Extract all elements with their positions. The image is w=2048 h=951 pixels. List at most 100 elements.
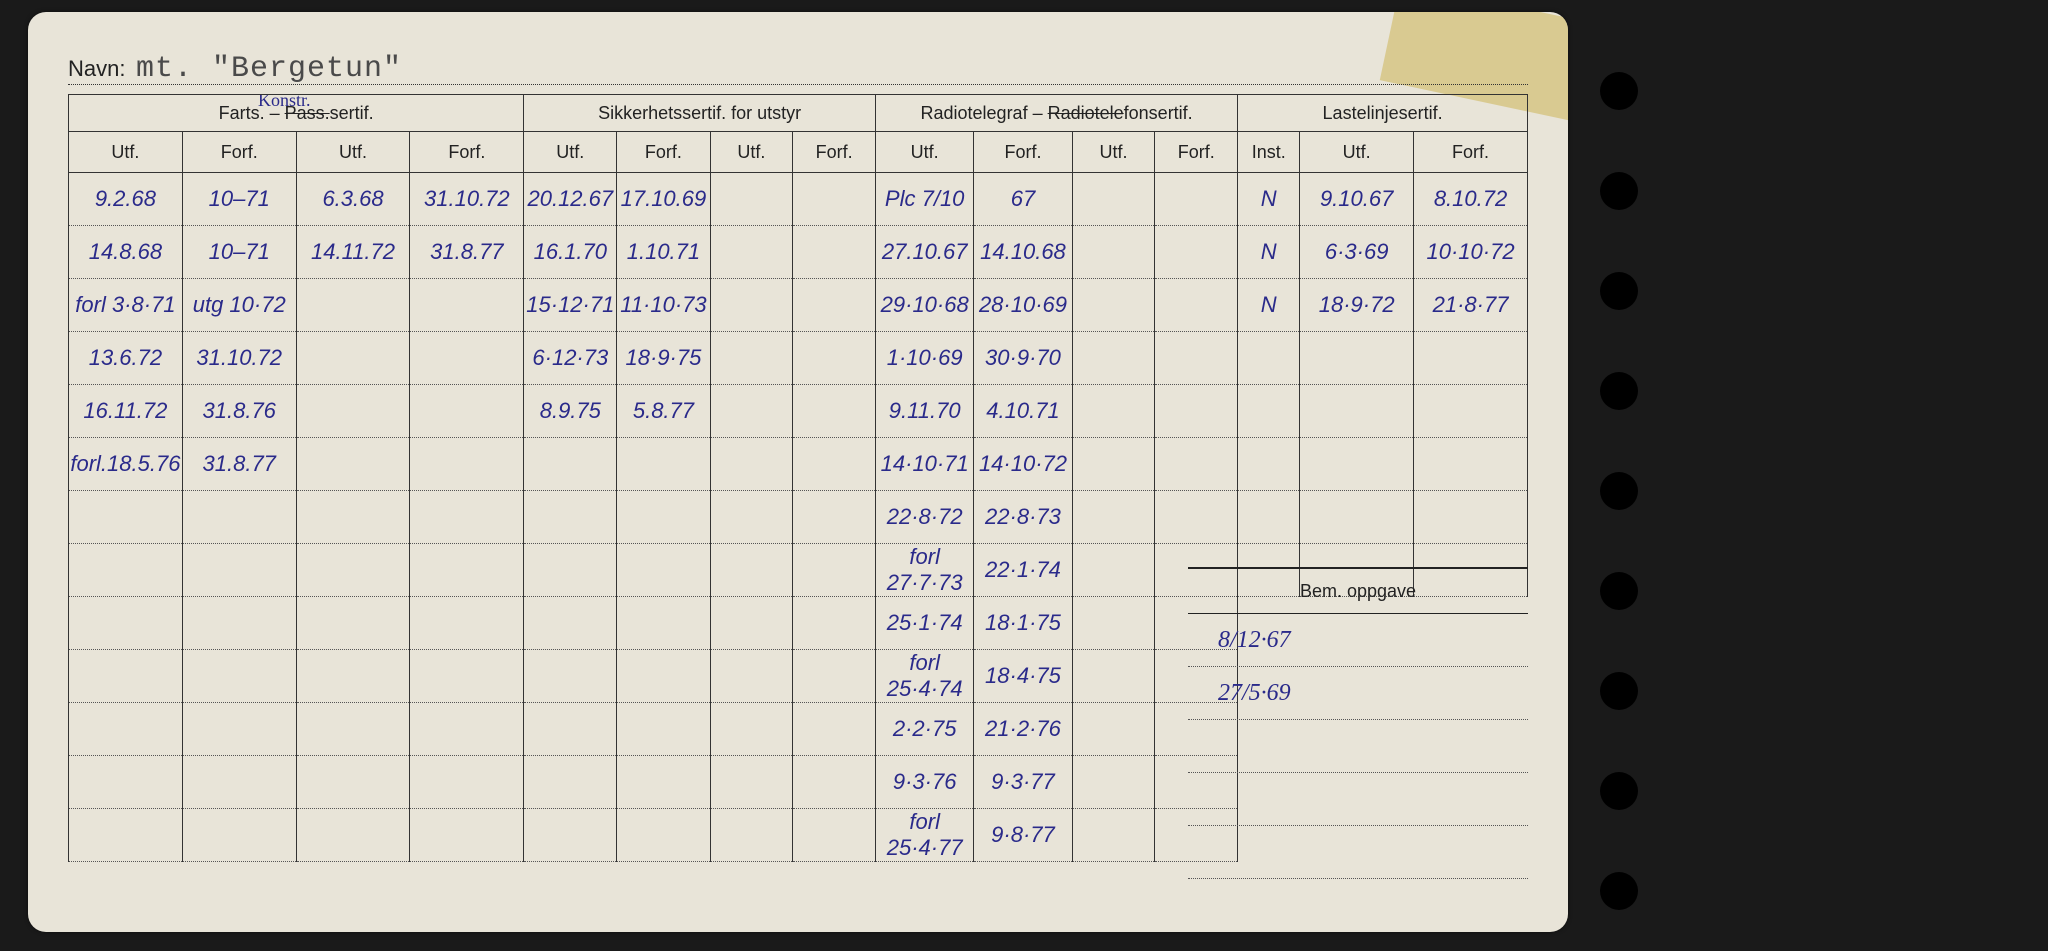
cell: 14·10·71 [876,438,974,491]
binder-holes [1590,12,1650,932]
cell: 10·10·72 [1414,226,1528,279]
cell [617,703,710,756]
cell [69,650,183,703]
cell [296,491,410,544]
cell: 31.8.77 [410,226,524,279]
column-header: Utf. [876,132,974,173]
cell [710,544,793,597]
bem-row [1188,773,1528,826]
table-row: 22·8·7222·8·73 [69,491,1528,544]
bem-row [1188,720,1528,773]
cell: 16.11.72 [69,385,183,438]
cell: N [1238,226,1300,279]
cell: 67 [974,173,1072,226]
cell [1414,332,1528,385]
cell [296,544,410,597]
name-label: Navn: [68,56,125,82]
cell: N [1238,173,1300,226]
bem-header: Bem. oppgave [1188,567,1528,614]
cell [410,279,524,332]
binder-hole [1600,72,1638,110]
cell [69,597,183,650]
cell: Plc 7/10 [876,173,974,226]
cell [182,756,296,809]
cell [1155,332,1238,385]
cell [1072,385,1155,438]
cell: 14.10.68 [974,226,1072,279]
name-value: mt. "Bergetun" [136,52,402,86]
cell: 11·10·73 [617,279,710,332]
cell [410,491,524,544]
cell [1155,385,1238,438]
cell [710,703,793,756]
cell [793,173,876,226]
cell: 9·3·76 [876,756,974,809]
cell: 15·12·71 [524,279,617,332]
cell [793,703,876,756]
cell: 8.9.75 [524,385,617,438]
cell [69,809,183,862]
column-header: Utf. [710,132,793,173]
cell: forl 27·7·73 [876,544,974,597]
cell: 21·2·76 [974,703,1072,756]
cell [1300,491,1414,544]
column-header: Inst. [1238,132,1300,173]
cell [1072,809,1155,862]
cell [1072,703,1155,756]
bem-oppgave-box: Bem. oppgave 8/12·6727/5·69 [1188,567,1528,907]
cell [69,703,183,756]
cell: 14·10·72 [974,438,1072,491]
cell: 27.10.67 [876,226,974,279]
cell [410,597,524,650]
cell [793,597,876,650]
cell [1155,173,1238,226]
group-header: Radiotelegraf – Radiotelefonsertif. [876,95,1238,132]
cell [296,756,410,809]
cell [182,809,296,862]
column-header: Utf. [296,132,410,173]
binder-hole [1600,272,1638,310]
cell [410,438,524,491]
table-row: 9.2.6810–716.3.6831.10.7220.12.6717.10.6… [69,173,1528,226]
bem-row [1188,826,1528,879]
binder-hole [1600,572,1638,610]
bem-row: 27/5·69 [1188,667,1528,720]
cell [1072,650,1155,703]
cell [617,438,710,491]
cell [69,491,183,544]
cell [793,332,876,385]
cell [410,332,524,385]
cell: 6·12·73 [524,332,617,385]
cell: utg 10·72 [182,279,296,332]
column-header: Utf. [1072,132,1155,173]
cell: 1.10.71 [617,226,710,279]
cell [410,809,524,862]
cell [410,756,524,809]
cell [710,809,793,862]
cell [617,650,710,703]
cell [793,385,876,438]
cell: 16.1.70 [524,226,617,279]
cell [1072,438,1155,491]
cell [524,703,617,756]
cell [410,544,524,597]
cell: 9.11.70 [876,385,974,438]
cell: 14.11.72 [296,226,410,279]
cell: 18·9·72 [1300,279,1414,332]
cell [1072,332,1155,385]
cell: 28·10·69 [974,279,1072,332]
cell: 31.10.72 [182,332,296,385]
column-header: Forf. [182,132,296,173]
group-header: Sikkerhetssertif. for utstyr [524,95,876,132]
cell [710,226,793,279]
cell: N [1238,279,1300,332]
cell [1072,226,1155,279]
cell: 22·8·73 [974,491,1072,544]
cell: 9.10.67 [1300,173,1414,226]
ledger-card: Navn: mt. "Bergetun" Konstr. Farts. – Pa… [28,12,1568,932]
cell [296,279,410,332]
cell: 8.10.72 [1414,173,1528,226]
cell [69,756,183,809]
cell: 13.6.72 [69,332,183,385]
cell [1414,491,1528,544]
